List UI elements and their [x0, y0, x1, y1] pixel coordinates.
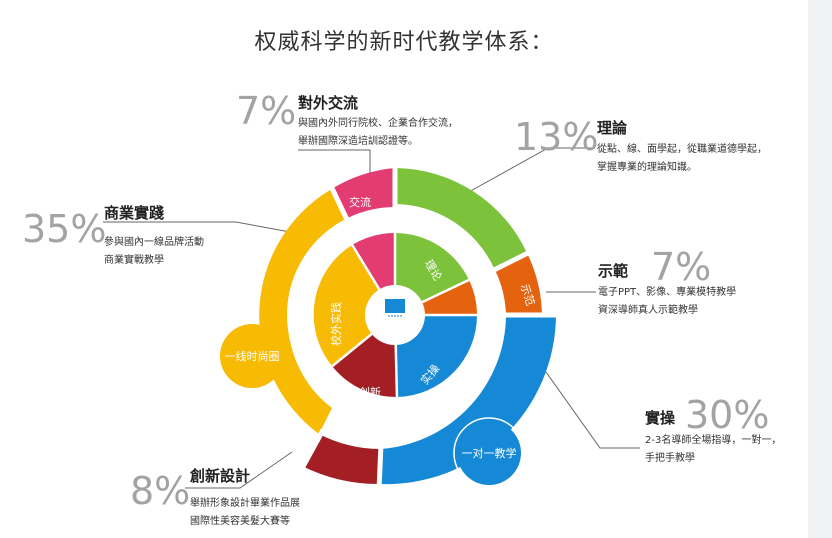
center-logo — [385, 299, 405, 313]
desc-business-line-1: 參與國內一線品牌活動 — [104, 237, 204, 248]
bubble-one-on-one-ring — [453, 417, 525, 489]
ring-label-demo: 示范 — [518, 282, 538, 307]
percent-practice: 30% — [685, 393, 770, 437]
leader-line-business — [103, 221, 291, 233]
desc-innovation-line-1: 舉辦形象設計畢業作品展 — [190, 498, 300, 509]
bubble-label-frontline: 一线时尚圈 — [225, 349, 280, 363]
heading-theory: 理論 — [597, 119, 628, 137]
desc-business-line-2: 商業實戰教學 — [104, 255, 164, 266]
desc-innovation-line-2: 國際性美容美髮大賽等 — [190, 516, 290, 527]
desc-exchange: 與國內外同行院校、企業合作交流， 舉辦國際深造培訓認證等。 — [298, 115, 458, 151]
percent-theory: 13% — [514, 115, 599, 159]
leader-line-practice — [545, 371, 640, 449]
outer-segment-demo — [494, 253, 542, 315]
desc-practice: 2-3名導師全場指導，一對一， 手把手教學 — [645, 432, 781, 468]
desc-demo-line-2: 資深導師真人示範教學 — [598, 305, 698, 316]
outer-segment-innovation — [302, 434, 380, 485]
percent-demo: 7% — [651, 245, 712, 289]
percent-exchange: 7% — [236, 89, 297, 133]
outer-segment-practice — [379, 315, 556, 485]
heading-exchange: 對外交流 — [298, 94, 359, 112]
outer-ring-gaps — [297, 160, 560, 491]
center-hole — [365, 285, 425, 345]
bubble-frontline — [220, 324, 284, 388]
desc-innovation: 舉辦形象設計畢業作品展 國際性美容美髮大賽等 — [190, 495, 300, 531]
leader-line-innovation — [185, 451, 293, 489]
ring-label-business: 校外实践 — [329, 302, 343, 346]
teaching-system-diagram: 交流 理论 示范 实操 创新 校外实践 一线时尚圈 一对一教学 — [103, 147, 640, 491]
percent-business: 35% — [22, 207, 107, 251]
bubble-label-one-on-one: 一对一教学 — [462, 446, 517, 460]
outer-ring — [259, 160, 560, 491]
right-scroll-strip — [808, 0, 832, 538]
percent-innovation: 8% — [130, 469, 191, 513]
desc-business: 參與國內一線品牌活動 商業實戰教學 — [104, 234, 204, 270]
desc-exchange-line-1: 與國內外同行院校、企業合作交流， — [298, 118, 458, 129]
outer-segment-theory — [395, 168, 527, 268]
leader-line-theory — [466, 147, 595, 194]
heading-practice: 實操 — [645, 409, 676, 427]
desc-practice-line-1: 2-3名導師全場指導，一對一， — [645, 435, 782, 446]
desc-theory-line-1: 從點、線、面學起，從職業道德學起， — [597, 144, 767, 155]
desc-demo: 電子PPT、影像、專業模特教學 資深導師真人示範教學 — [598, 284, 736, 320]
diagram-title: 权威科学的新时代教学体系： — [254, 30, 554, 55]
leader-lines — [103, 147, 640, 489]
desc-demo-line-1: 電子PPT、影像、專業模特教學 — [598, 287, 737, 298]
ring-label-innovation: 创新 — [359, 385, 381, 399]
desc-theory: 從點、線、面學起，從職業道德學起， 掌握專業的理論知識。 — [597, 141, 767, 177]
ring-label-exchange: 交流 — [349, 195, 371, 209]
bubble-one-on-one — [457, 421, 521, 485]
outer-segment-business — [259, 190, 346, 434]
heading-business: 商業實踐 — [104, 204, 165, 222]
inner-segment-business — [313, 245, 395, 366]
leader-line-exchange — [298, 149, 371, 183]
heading-innovation: 創新設計 — [190, 467, 251, 485]
heading-demo: 示範 — [598, 262, 629, 280]
desc-exchange-line-2: 舉辦國際深造培訓認證等。 — [298, 136, 418, 147]
desc-theory-line-2: 掌握專業的理論知識。 — [597, 162, 697, 173]
desc-practice-line-2: 手把手教學 — [645, 453, 695, 464]
